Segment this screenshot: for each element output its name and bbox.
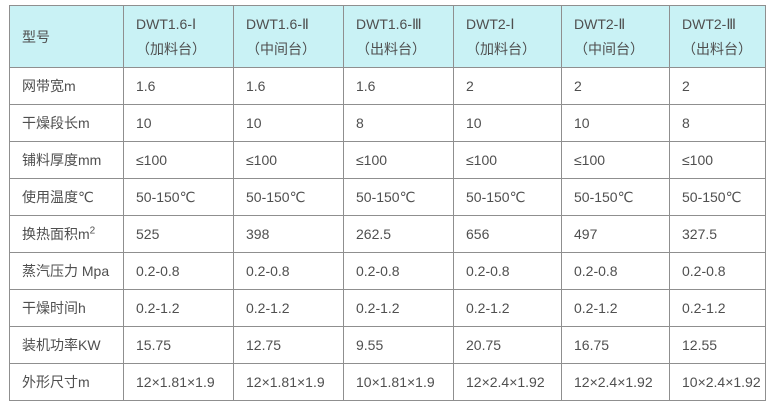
cell-value: 16.75 xyxy=(561,326,670,364)
station-name: （中间台） xyxy=(574,40,644,57)
cell-value: 1.6 xyxy=(233,67,344,105)
cell-value: 656 xyxy=(453,215,562,253)
cell-value: 2 xyxy=(453,67,562,105)
cell-value: 12×1.81×1.9 xyxy=(233,363,344,401)
table-row-operating-temp: 使用温度℃ 50-150℃ 50-150℃ 50-150℃ 50-150℃ 50… xyxy=(9,178,766,216)
header-cell-dwt16-2: DWT1.6-Ⅱ （中间台） xyxy=(233,5,344,68)
cell-value: 8 xyxy=(669,104,766,142)
cell-value: 398 xyxy=(233,215,344,253)
cell-value: 0.2-0.8 xyxy=(453,252,562,290)
header-cell-dwt16-3: DWT1.6-Ⅲ （出料台） xyxy=(343,5,454,68)
cell-value: 9.55 xyxy=(343,326,454,364)
cell-value: 10×2.4×1.92 xyxy=(669,363,766,401)
station-name: （出料台） xyxy=(356,40,426,57)
cell-value: ≤100 xyxy=(669,141,766,179)
table-row-drying-length: 干燥段长m 10 10 8 10 10 8 xyxy=(9,104,766,142)
model-name: DWT1.6-Ⅱ xyxy=(246,15,309,32)
superscript: 2 xyxy=(89,225,96,237)
cell-value: 1.6 xyxy=(343,67,454,105)
cell-value: 10 xyxy=(453,104,562,142)
cell-value: ≤100 xyxy=(561,141,670,179)
cell-value: ≤100 xyxy=(123,141,234,179)
table-row-heat-exchange-area: 换热面积m2 525 398 262.5 656 497 327.5 xyxy=(9,215,766,253)
row-label: 干燥段长m xyxy=(9,104,124,142)
station-name: （加料台） xyxy=(466,40,536,57)
station-name: （加料台） xyxy=(136,40,206,57)
cell-value: 2 xyxy=(561,67,670,105)
cell-value: 50-150℃ xyxy=(233,178,344,216)
cell-value: 10 xyxy=(233,104,344,142)
table-row-steam-pressure: 蒸汽压力 Mpa 0.2-0.8 0.2-0.8 0.2-0.8 0.2-0.8… xyxy=(9,252,766,290)
row-label: 蒸汽压力 Mpa xyxy=(9,252,124,290)
header-row: 型号 DWT1.6-Ⅰ （加料台） DWT1.6-Ⅱ （中间台） DWT1.6-… xyxy=(9,5,766,68)
cell-value: 10 xyxy=(123,104,234,142)
cell-value: 12×2.4×1.92 xyxy=(453,363,562,401)
table-row-layer-thickness: 铺料厚度mm ≤100 ≤100 ≤100 ≤100 ≤100 ≤100 xyxy=(9,141,766,179)
cell-value: 0.2-1.2 xyxy=(453,289,562,327)
row-label: 换热面积m2 xyxy=(9,215,124,253)
row-label: 使用温度℃ xyxy=(9,178,124,216)
cell-value: 50-150℃ xyxy=(123,178,234,216)
header-cell-dwt2-2: DWT2-Ⅱ （中间台） xyxy=(561,5,670,68)
cell-value: 50-150℃ xyxy=(453,178,562,216)
model-name: DWT1.6-Ⅰ xyxy=(136,15,197,32)
model-name: DWT2-Ⅱ xyxy=(574,15,626,32)
cell-value: 15.75 xyxy=(123,326,234,364)
row-label: 干燥时间h xyxy=(9,289,124,327)
cell-value: 8 xyxy=(343,104,454,142)
cell-value: 12×2.4×1.92 xyxy=(561,363,670,401)
table-row-overall-dimensions: 外形尺寸m 12×1.81×1.9 12×1.81×1.9 10×1.81×1.… xyxy=(9,363,766,401)
station-name: （出料台） xyxy=(682,40,752,57)
cell-value: 0.2-0.8 xyxy=(123,252,234,290)
cell-value: 2 xyxy=(669,67,766,105)
cell-value: ≤100 xyxy=(343,141,454,179)
cell-value: 0.2-1.2 xyxy=(343,289,454,327)
cell-value: 0.2-0.8 xyxy=(669,252,766,290)
cell-value: 20.75 xyxy=(453,326,562,364)
row-label: 网带宽m xyxy=(9,67,124,105)
cell-value: 1.6 xyxy=(123,67,234,105)
model-name: DWT2-Ⅰ xyxy=(466,15,515,32)
cell-value: 10 xyxy=(561,104,670,142)
cell-value: 0.2-1.2 xyxy=(669,289,766,327)
header-cell-dwt2-1: DWT2-Ⅰ （加料台） xyxy=(453,5,562,68)
cell-value: 50-150℃ xyxy=(669,178,766,216)
table-row-drying-time: 干燥时间h 0.2-1.2 0.2-1.2 0.2-1.2 0.2-1.2 0.… xyxy=(9,289,766,327)
model-name: DWT2-Ⅲ xyxy=(682,15,736,32)
cell-value: 0.2-0.8 xyxy=(561,252,670,290)
cell-value: 0.2-1.2 xyxy=(233,289,344,327)
cell-value: 525 xyxy=(123,215,234,253)
cell-value: 12.55 xyxy=(669,326,766,364)
cell-value: 0.2-1.2 xyxy=(123,289,234,327)
row-label: 外形尺寸m xyxy=(9,363,124,401)
cell-value: ≤100 xyxy=(233,141,344,179)
table-row-belt-width: 网带宽m 1.6 1.6 1.6 2 2 2 xyxy=(9,67,766,105)
model-name: DWT1.6-Ⅲ xyxy=(356,15,422,32)
cell-value: 12×1.81×1.9 xyxy=(123,363,234,401)
cell-value: 12.75 xyxy=(233,326,344,364)
cell-value: ≤100 xyxy=(453,141,562,179)
cell-value: 0.2-0.8 xyxy=(343,252,454,290)
dryer-spec-table: 型号 DWT1.6-Ⅰ （加料台） DWT1.6-Ⅱ （中间台） DWT1.6-… xyxy=(9,5,766,401)
cell-value: 262.5 xyxy=(343,215,454,253)
cell-value: 327.5 xyxy=(669,215,766,253)
cell-value: 10×1.81×1.9 xyxy=(343,363,454,401)
cell-value: 50-150℃ xyxy=(561,178,670,216)
header-cell-dwt2-3: DWT2-Ⅲ （出料台） xyxy=(669,5,766,68)
cell-value: 497 xyxy=(561,215,670,253)
station-name: （中间台） xyxy=(246,40,316,57)
header-cell-dwt16-1: DWT1.6-Ⅰ （加料台） xyxy=(123,5,234,68)
row-label: 铺料厚度mm xyxy=(9,141,124,179)
table-row-installed-power: 装机功率KW 15.75 12.75 9.55 20.75 16.75 12.5… xyxy=(9,326,766,364)
model-label: 型号 xyxy=(22,28,50,45)
cell-value: 0.2-0.8 xyxy=(233,252,344,290)
cell-value: 50-150℃ xyxy=(343,178,454,216)
row-label: 装机功率KW xyxy=(9,326,124,364)
header-cell-model-label: 型号 xyxy=(9,5,124,68)
cell-value: 0.2-1.2 xyxy=(561,289,670,327)
